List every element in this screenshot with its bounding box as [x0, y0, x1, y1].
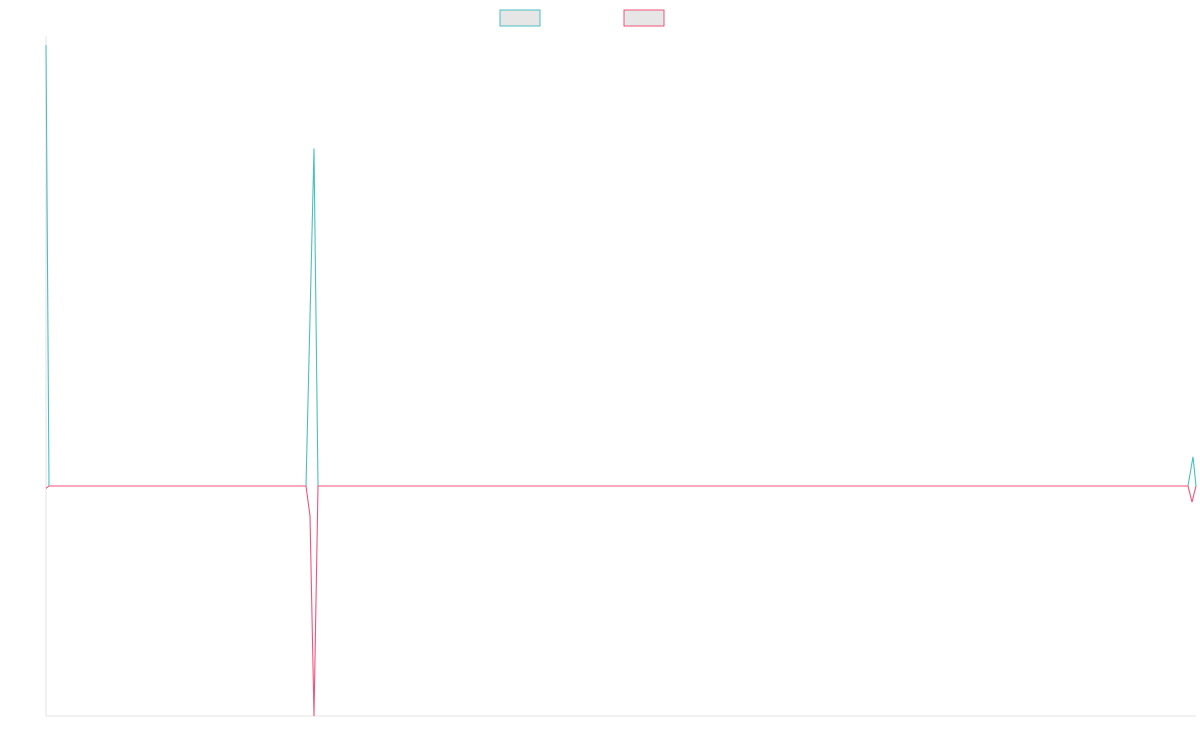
axes: [45, 36, 1196, 717]
legend: [499, 9, 665, 27]
series-line-2: [45, 485, 1197, 717]
legend-swatch-1[interactable]: [499, 9, 541, 27]
series-layer: [45, 44, 1197, 717]
legend-swatch-2[interactable]: [623, 9, 665, 27]
series-line-1: [45, 44, 1197, 487]
